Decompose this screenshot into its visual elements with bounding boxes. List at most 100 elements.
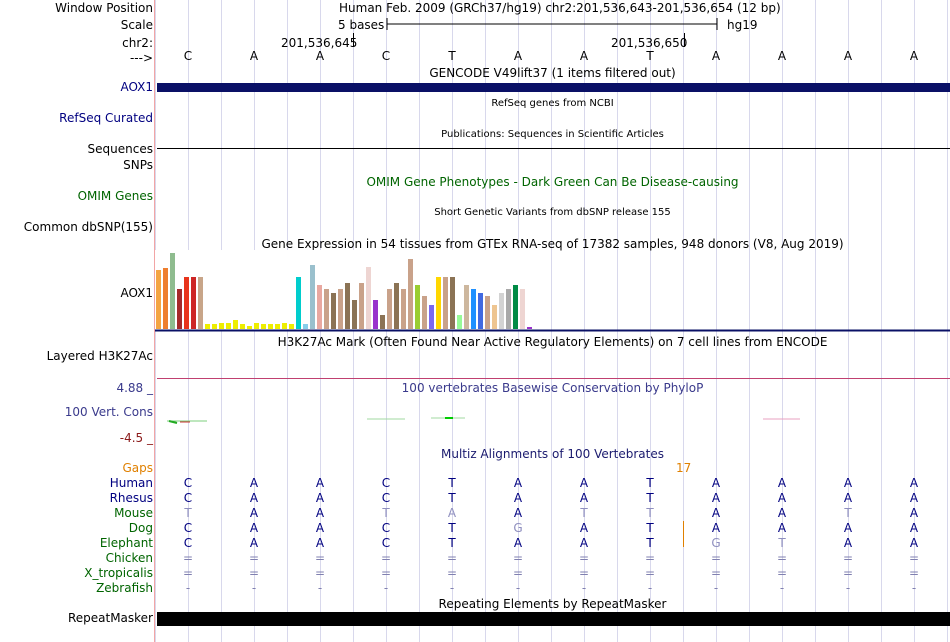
gtex-tissue-bar[interactable] xyxy=(387,289,392,329)
gtex-tissue-bar[interactable] xyxy=(198,277,203,329)
gtex-tissue-bar[interactable] xyxy=(429,305,434,329)
gtex-tissue-bar[interactable] xyxy=(373,300,378,329)
dbsnp-track-label[interactable]: Common dbSNP(155) xyxy=(23,220,153,234)
gtex-track-label[interactable]: AOX1 xyxy=(120,286,153,300)
gtex-tissue-bar[interactable] xyxy=(261,324,266,329)
gtex-tissue-bar[interactable] xyxy=(527,327,532,329)
snps-track-label[interactable]: SNPs xyxy=(123,158,153,172)
gtex-tissue-bar[interactable] xyxy=(191,277,196,329)
gtex-tissue-bar[interactable] xyxy=(520,289,525,329)
gtex-tissue-bar[interactable] xyxy=(457,315,462,329)
repeatmasker-track-title[interactable]: Repeating Elements by RepeatMasker xyxy=(438,597,667,611)
publications-track-title[interactable]: Publications: Sequences in Scientific Ar… xyxy=(441,129,664,140)
aligned-base: A xyxy=(579,476,589,490)
refseq-track-title[interactable]: RefSeq genes from NCBI xyxy=(491,98,614,109)
omim-track-title[interactable]: OMIM Gene Phenotypes - Dark Green Can Be… xyxy=(366,175,739,189)
gtex-tissue-bar[interactable] xyxy=(156,270,161,329)
gtex-tissue-bar[interactable] xyxy=(282,323,287,329)
gencode-track-title[interactable]: GENCODE V49lift37 (1 items filtered out) xyxy=(429,66,676,80)
aligned-base: - xyxy=(515,581,521,595)
aligned-base: A xyxy=(711,476,721,490)
gtex-tissue-bar[interactable] xyxy=(478,293,483,329)
species-label[interactable]: Rhesus xyxy=(109,491,153,505)
gtex-tissue-bar[interactable] xyxy=(212,324,217,329)
gtex-tissue-bar[interactable] xyxy=(317,285,322,329)
phylop-track-label[interactable]: 100 Vert. Cons xyxy=(64,405,153,419)
species-label[interactable]: Chicken xyxy=(105,551,153,565)
gtex-tissue-bar[interactable] xyxy=(499,293,504,329)
gencode-track-label[interactable]: AOX1 xyxy=(120,80,153,94)
gtex-tissue-bar[interactable] xyxy=(359,283,364,329)
publications-track-label[interactable]: Sequences xyxy=(87,142,153,156)
gtex-tissue-bar[interactable] xyxy=(471,289,476,329)
gtex-tissue-bar[interactable] xyxy=(464,285,469,329)
gtex-tissue-bar[interactable] xyxy=(380,315,385,329)
gtex-tissue-bar[interactable] xyxy=(415,285,420,329)
aligned-base: A xyxy=(447,506,457,520)
aligned-base: - xyxy=(317,581,323,595)
aligned-base: A xyxy=(579,491,589,505)
gtex-tissue-bar[interactable] xyxy=(331,293,336,329)
species-label[interactable]: Dog xyxy=(128,521,153,535)
gtex-tissue-bar[interactable] xyxy=(422,296,427,329)
gtex-tissue-bar[interactable] xyxy=(296,277,301,329)
species-label[interactable]: Elephant xyxy=(99,536,153,550)
gtex-tissue-bar[interactable] xyxy=(485,296,490,329)
gtex-tissue-bar[interactable] xyxy=(170,253,175,329)
gtex-tissue-bar[interactable] xyxy=(289,324,294,329)
gtex-tissue-bar[interactable] xyxy=(303,324,308,329)
gtex-tissue-bar[interactable] xyxy=(184,277,189,329)
refseq-track-label[interactable]: RefSeq Curated xyxy=(59,111,153,125)
aligned-base: A xyxy=(513,476,523,490)
gtex-tissue-bar[interactable] xyxy=(366,267,371,329)
gtex-tissue-bar[interactable] xyxy=(240,324,245,329)
gtex-tissue-bar[interactable] xyxy=(275,324,280,329)
gtex-tissue-bar[interactable] xyxy=(352,300,357,329)
gtex-tissue-bar[interactable] xyxy=(338,289,343,329)
gtex-tissue-bar[interactable] xyxy=(310,265,315,329)
aligned-base: C xyxy=(381,491,391,505)
gtex-tissue-bar[interactable] xyxy=(247,326,252,329)
species-label[interactable]: X_tropicalis xyxy=(84,566,153,580)
gtex-tissue-bar[interactable] xyxy=(394,283,399,329)
species-label[interactable]: Human xyxy=(109,476,153,490)
gtex-tissue-bar[interactable] xyxy=(219,323,224,329)
gtex-tissue-bar[interactable] xyxy=(233,320,238,329)
gtex-tissue-bar[interactable] xyxy=(324,289,329,329)
gtex-tissue-bar[interactable] xyxy=(345,283,350,329)
gtex-tissue-bar[interactable] xyxy=(436,277,441,329)
gtex-tissue-bar[interactable] xyxy=(205,324,210,329)
publications-line xyxy=(157,148,950,149)
h3k27ac-track-title[interactable]: H3K27Ac Mark (Often Found Near Active Re… xyxy=(277,335,828,349)
gtex-tissue-bar[interactable] xyxy=(443,277,448,329)
gtex-tissue-bar[interactable] xyxy=(408,259,413,329)
gtex-bar-chart[interactable] xyxy=(155,250,950,332)
base-guide-lines xyxy=(155,0,948,642)
gtex-tissue-bar[interactable] xyxy=(163,268,168,329)
repeatmasker-bar[interactable] xyxy=(157,612,950,626)
gtex-tissue-bar[interactable] xyxy=(226,323,231,329)
gtex-tissue-bar[interactable] xyxy=(492,305,497,329)
gtex-tissue-bar[interactable] xyxy=(401,289,406,329)
gtex-tissue-bar[interactable] xyxy=(254,323,259,329)
species-label[interactable]: Mouse xyxy=(114,506,153,520)
omim-track-label[interactable]: OMIM Genes xyxy=(77,189,153,203)
gtex-tissue-bar[interactable] xyxy=(513,285,518,329)
multiz-track-title[interactable]: Multiz Alignments of 100 Vertebrates xyxy=(440,447,665,461)
gtex-tissue-bar[interactable] xyxy=(268,324,273,329)
species-label[interactable]: Zebrafish xyxy=(96,581,153,595)
phylop-ymin: -4.5 _ xyxy=(119,431,153,445)
gtex-tissue-bar[interactable] xyxy=(177,289,182,329)
aligned-base: T xyxy=(184,506,192,520)
aligned-base: - xyxy=(779,581,785,595)
repeatmasker-track-label[interactable]: RepeatMasker xyxy=(67,611,153,625)
gtex-tissue-bar[interactable] xyxy=(506,289,511,329)
aox1-gene-bar[interactable] xyxy=(157,83,950,92)
gtex-tissue-bar[interactable] xyxy=(450,277,455,329)
dbsnp-track-title[interactable]: Short Genetic Variants from dbSNP releas… xyxy=(434,207,671,218)
gtex-track-title[interactable]: Gene Expression in 54 tissues from GTEx … xyxy=(261,237,844,251)
h3k27ac-track-label[interactable]: Layered H3K27Ac xyxy=(46,349,153,363)
phylop-track-title[interactable]: 100 vertebrates Basewise Conservation by… xyxy=(401,381,704,395)
db-label: hg19 xyxy=(727,18,758,32)
aligned-base: = xyxy=(380,566,392,580)
